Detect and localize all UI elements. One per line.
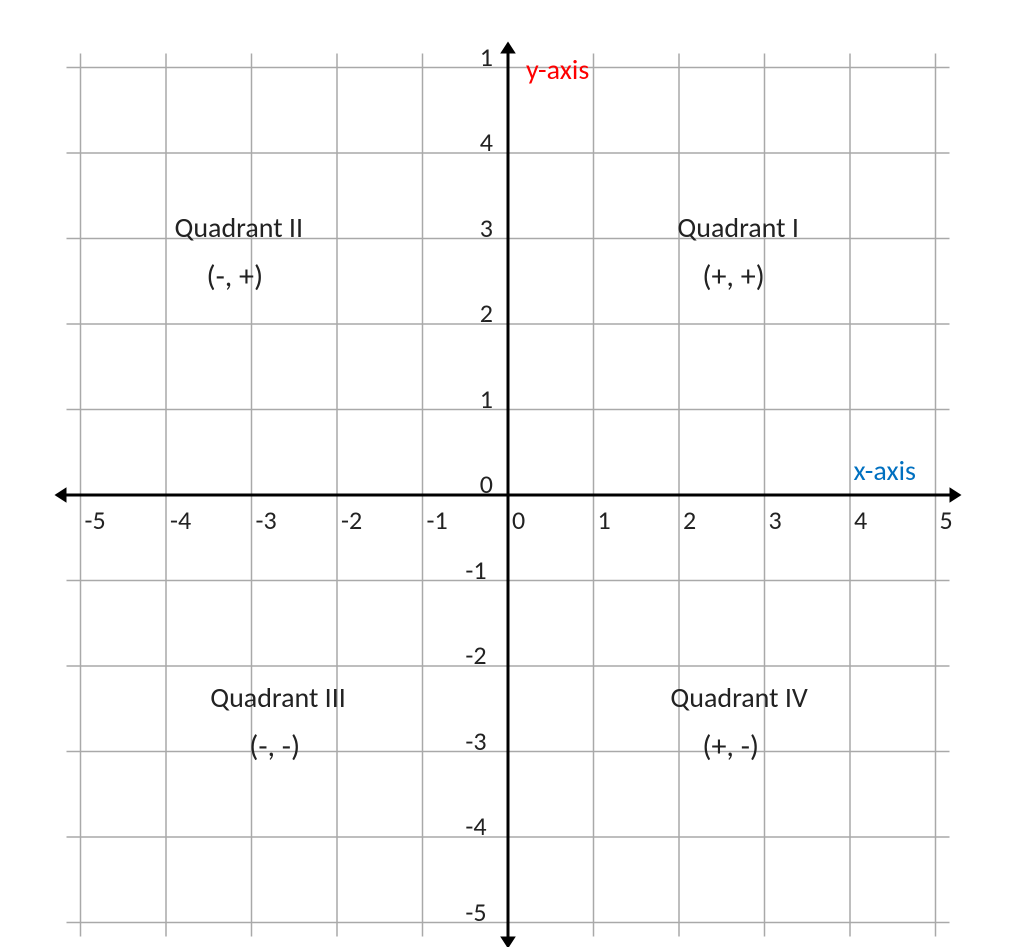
x-tick-label: -5 <box>85 507 106 533</box>
quadrant-II-signs: (-, +) <box>207 262 264 292</box>
axes <box>55 42 962 947</box>
y-tick-label: 3 <box>480 215 493 241</box>
x-tick-label: 2 <box>683 507 696 533</box>
y-tick-label: -4 <box>465 813 486 839</box>
quadrant-III-title: Quadrant III <box>210 684 346 712</box>
x-tick-label: 3 <box>769 507 782 533</box>
x-axis-label: x-axis <box>854 457 917 485</box>
x-tick-label: -2 <box>341 507 362 533</box>
quadrant-I-signs: (+, +) <box>702 262 764 292</box>
quadrant-I-title: Quadrant I <box>677 214 799 242</box>
y-tick-label: -1 <box>465 557 486 583</box>
x-tick-label: 1 <box>598 507 611 533</box>
y-tick-label: 2 <box>480 300 493 326</box>
y-tick-label: -2 <box>465 642 486 668</box>
coordinate-plane-diagram: -5 -4 -3 -2 -1 0 1 2 3 4 5 1 4 3 2 1 0 -1 -2 -3 -4 -5 y-axis x-… <box>0 0 1024 947</box>
x-tick-label: 5 <box>940 507 953 533</box>
axis-arrowhead-icon <box>500 937 516 947</box>
y-tick-label: -3 <box>465 728 486 754</box>
y-tick-label: -5 <box>465 899 486 925</box>
quadrant-II-title: Quadrant II <box>175 214 304 242</box>
y-tick-label: 1 <box>480 386 493 412</box>
axis-arrowhead-icon <box>55 487 67 503</box>
y-tick-label: 1 <box>480 44 493 70</box>
axis-arrowhead-icon <box>500 42 516 54</box>
y-axis-label: y-axis <box>526 56 589 84</box>
x-tick-label: -4 <box>170 507 191 533</box>
y-tick-label: 4 <box>480 129 493 155</box>
x-tick-label: 4 <box>854 507 867 533</box>
x-tick-label: -1 <box>427 507 448 533</box>
x-tick-label: -3 <box>256 507 277 533</box>
quadrant-IV-signs: (+, -) <box>702 732 759 762</box>
quadrant-IV-title: Quadrant IV <box>670 684 807 712</box>
quadrant-III-signs: (-, -) <box>249 732 300 762</box>
axis-arrowhead-icon <box>950 487 962 503</box>
y-tick-label: 0 <box>480 471 493 497</box>
x-tick-label: 0 <box>512 507 525 533</box>
